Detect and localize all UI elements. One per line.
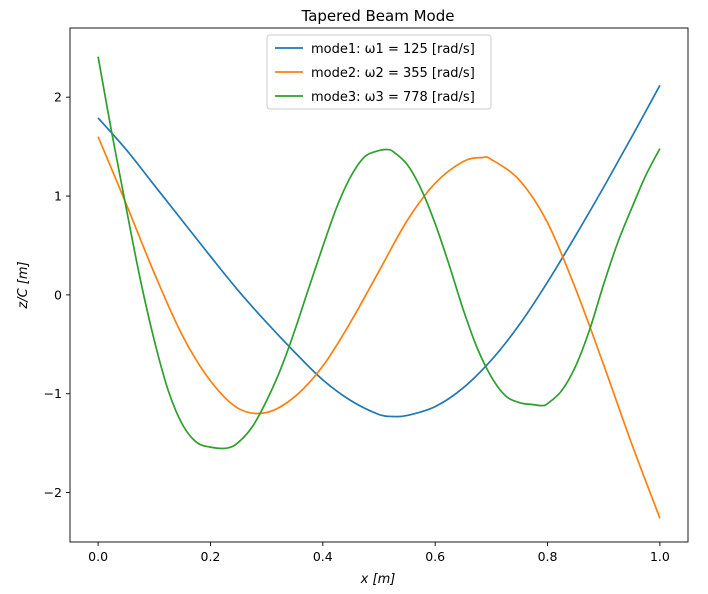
x-tick-label: 0.2 xyxy=(201,549,221,564)
plot-frame xyxy=(69,27,689,543)
x-axis: 0.0 0.2 0.4 0.6 0.8 1.0 xyxy=(88,542,670,564)
y-axis-label: z/C [m] xyxy=(16,261,31,309)
x-tick-label: 0.0 xyxy=(88,549,108,564)
series-layer xyxy=(97,56,661,519)
series-line-mode3 xyxy=(97,56,661,450)
x-tick-label: 0.6 xyxy=(425,549,445,564)
y-tick-label: −1 xyxy=(44,386,62,401)
y-axis: −2 −1 0 1 2 xyxy=(44,90,70,500)
series-line-mode2 xyxy=(97,136,661,519)
y-tick-label: 2 xyxy=(54,90,62,105)
y-tick-label: 1 xyxy=(54,189,62,204)
legend-label: mode3: ω3 = 778 [rad/s] xyxy=(311,90,475,105)
x-tick-label: 1.0 xyxy=(650,549,670,564)
legend-box xyxy=(266,34,492,110)
legend: mode1: ω1 = 125 [rad/s] mode2: ω2 = 355 [… xyxy=(266,34,492,110)
legend-label: mode1: ω1 = 125 [rad/s] xyxy=(311,42,475,57)
legend-label: mode2: ω2 = 355 [rad/s] xyxy=(311,66,475,81)
chart-title: Tapered Beam Mode xyxy=(301,7,455,25)
y-tick-label: 0 xyxy=(54,287,62,302)
y-tick-label: −2 xyxy=(44,485,62,500)
x-tick-label: 0.8 xyxy=(538,549,558,564)
series-line-mode1 xyxy=(97,84,661,418)
x-axis-label: x [m] xyxy=(360,572,396,587)
x-tick-label: 0.4 xyxy=(313,549,333,564)
